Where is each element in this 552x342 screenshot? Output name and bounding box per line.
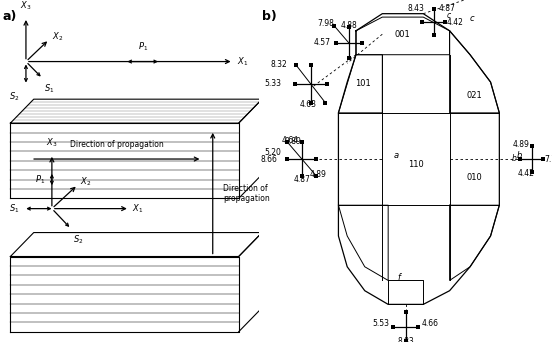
Text: $P_1$: $P_1$ bbox=[137, 40, 148, 53]
Text: 4.42: 4.42 bbox=[517, 169, 534, 178]
Text: 4.42: 4.42 bbox=[447, 18, 464, 27]
Text: $X_2$: $X_2$ bbox=[81, 176, 92, 188]
Text: 4.66: 4.66 bbox=[422, 319, 439, 328]
Text: $X_1$: $X_1$ bbox=[237, 55, 248, 68]
Text: 4.88: 4.88 bbox=[340, 21, 357, 30]
Text: 4.89: 4.89 bbox=[513, 140, 530, 149]
Text: $S_2$: $S_2$ bbox=[73, 233, 84, 246]
Text: c: c bbox=[447, 11, 451, 20]
Text: 5.33: 5.33 bbox=[264, 79, 282, 88]
Text: Direction of
propagation: Direction of propagation bbox=[223, 184, 270, 203]
Text: $P_1$: $P_1$ bbox=[35, 173, 45, 186]
Text: 7.72: 7.72 bbox=[545, 155, 552, 163]
Text: 4.87: 4.87 bbox=[294, 175, 310, 184]
Text: 4.63: 4.63 bbox=[299, 100, 316, 109]
Text: 4.87: 4.87 bbox=[438, 4, 455, 13]
Text: 4.89: 4.89 bbox=[310, 170, 326, 179]
Text: $X_1$: $X_1$ bbox=[132, 202, 144, 215]
Text: 7.98: 7.98 bbox=[317, 19, 334, 28]
Text: 8.32: 8.32 bbox=[270, 61, 287, 69]
Text: $X_3$: $X_3$ bbox=[46, 136, 57, 149]
Text: 5.53: 5.53 bbox=[373, 319, 390, 328]
Text: 9.89: 9.89 bbox=[285, 137, 302, 146]
Text: a): a) bbox=[3, 10, 17, 23]
Text: 021: 021 bbox=[466, 91, 482, 100]
Text: b): b) bbox=[262, 10, 277, 23]
Text: c: c bbox=[470, 14, 475, 23]
Text: b: b bbox=[517, 151, 522, 160]
Text: $S_1$: $S_1$ bbox=[9, 202, 19, 215]
Text: $S_2$: $S_2$ bbox=[9, 91, 19, 103]
Text: 8.43: 8.43 bbox=[407, 4, 424, 13]
Text: 4.57: 4.57 bbox=[314, 38, 331, 47]
Text: 101: 101 bbox=[355, 79, 371, 88]
Text: 010: 010 bbox=[466, 173, 482, 182]
Text: $X_3$: $X_3$ bbox=[20, 0, 31, 12]
Text: a: a bbox=[394, 151, 399, 160]
Text: 110: 110 bbox=[408, 160, 424, 169]
Text: $S_1$: $S_1$ bbox=[44, 83, 55, 95]
Text: 4.64: 4.64 bbox=[282, 136, 299, 145]
Text: 8.83: 8.83 bbox=[397, 338, 414, 342]
Text: f: f bbox=[397, 273, 400, 281]
Text: 001: 001 bbox=[395, 30, 411, 39]
Text: $X_2$: $X_2$ bbox=[52, 31, 63, 43]
Text: 5.20: 5.20 bbox=[264, 148, 282, 157]
Text: 8.66: 8.66 bbox=[260, 155, 277, 163]
Text: b: b bbox=[512, 154, 517, 162]
Text: Direction of propagation: Direction of propagation bbox=[70, 140, 163, 149]
